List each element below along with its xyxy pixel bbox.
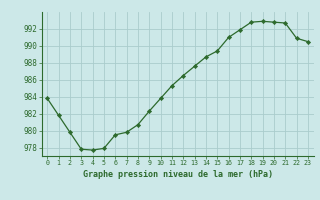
X-axis label: Graphe pression niveau de la mer (hPa): Graphe pression niveau de la mer (hPa) [83, 170, 273, 179]
